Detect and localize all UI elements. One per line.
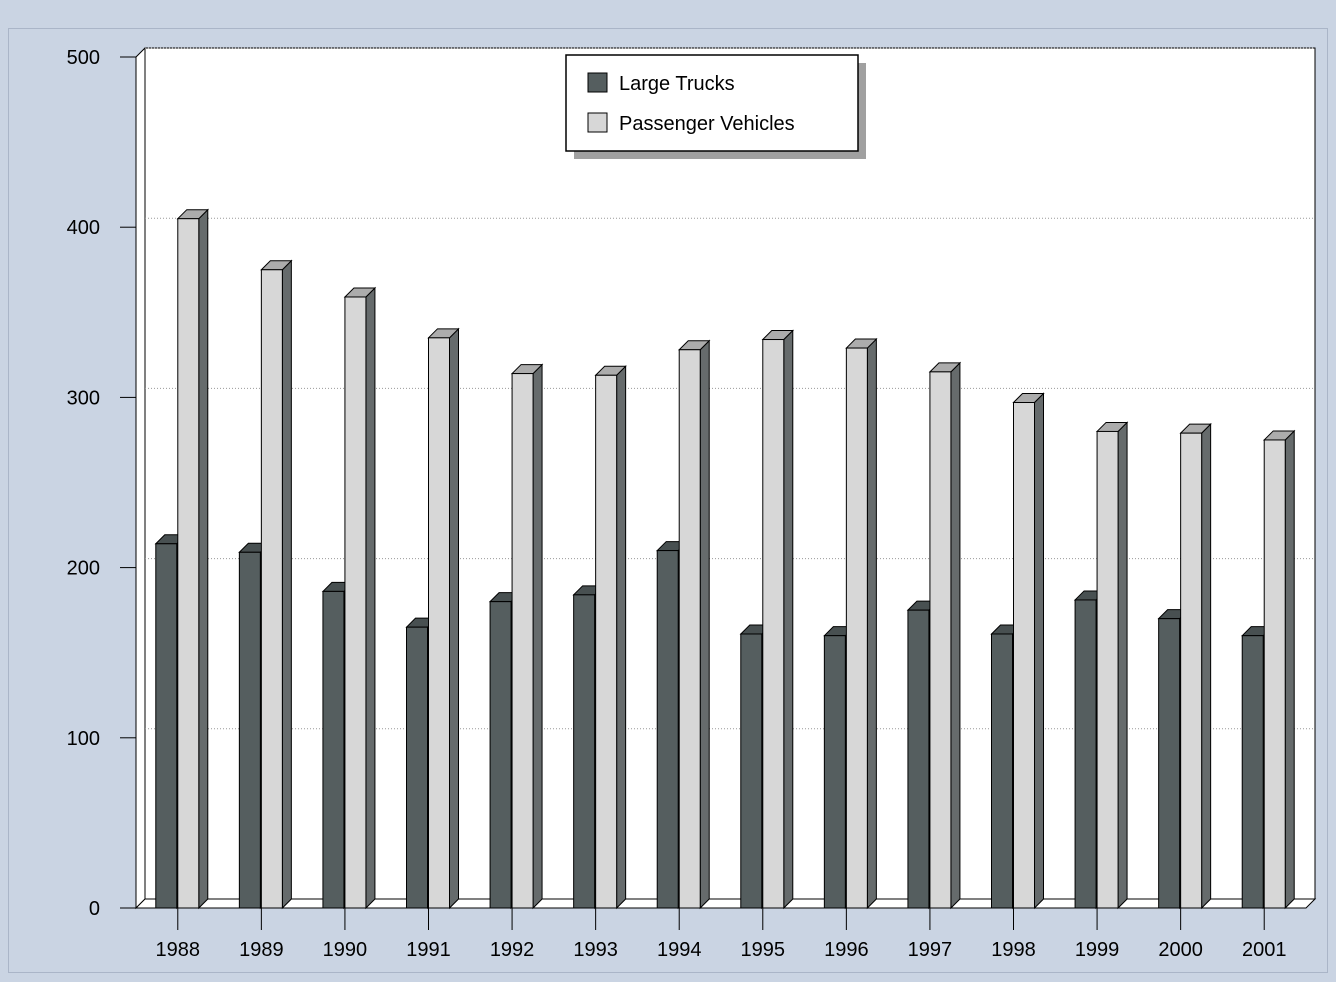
bar-front bbox=[1013, 402, 1035, 909]
bar-front bbox=[1074, 599, 1097, 909]
bar-passenger-vehicles-1999 bbox=[1095, 421, 1129, 910]
bar-front bbox=[656, 550, 679, 909]
y-tick-label: 300 bbox=[67, 387, 100, 409]
legend-label: Passenger Vehicles bbox=[619, 113, 795, 135]
x-tick-label: 2001 bbox=[1242, 939, 1287, 961]
bar-front bbox=[845, 347, 868, 909]
legend-swatch bbox=[587, 72, 608, 93]
bar-front bbox=[406, 626, 428, 909]
bar-front bbox=[260, 269, 283, 909]
bar-side bbox=[1284, 429, 1295, 910]
bar-side bbox=[866, 337, 877, 910]
bar-side bbox=[616, 365, 627, 910]
bar-front bbox=[595, 374, 618, 909]
plot-back-wall bbox=[144, 47, 1316, 900]
bar-front bbox=[1263, 439, 1286, 909]
plot-floor bbox=[134, 898, 1317, 909]
legend-box bbox=[565, 54, 859, 152]
bar-passenger-vehicles-1991 bbox=[427, 327, 460, 910]
bar-side bbox=[950, 361, 961, 910]
bar-front bbox=[322, 590, 345, 909]
bar-side bbox=[699, 339, 710, 910]
bar-passenger-vehicles-1997 bbox=[928, 361, 962, 910]
page-frame bbox=[8, 28, 1328, 973]
axes: 0 100 200 300 400 500 1988 1989 1990 1991 1992 1993… bbox=[67, 47, 1306, 961]
bar-front bbox=[1158, 618, 1181, 909]
bar-front bbox=[678, 349, 701, 909]
bar-passenger-vehicles-1994 bbox=[678, 339, 711, 910]
bar-front bbox=[929, 371, 952, 909]
x-tick-label: 1996 bbox=[824, 939, 869, 961]
legend-label: Large Trucks bbox=[619, 73, 735, 95]
bar-side bbox=[281, 259, 292, 910]
x-tick-label: 1999 bbox=[1075, 939, 1120, 961]
bar-side bbox=[198, 208, 209, 910]
bar-front bbox=[740, 633, 763, 909]
bar-front bbox=[155, 543, 178, 909]
x-tick-label: 1988 bbox=[156, 939, 201, 961]
bar-passenger-vehicles-1998 bbox=[1012, 392, 1045, 910]
bar-side bbox=[1117, 421, 1128, 910]
y-tick-label: 200 bbox=[67, 558, 100, 580]
bar-front bbox=[428, 337, 450, 909]
plot-area bbox=[134, 46, 1317, 910]
bar-passenger-vehicles-1990 bbox=[343, 286, 377, 910]
y-tick-label: 400 bbox=[67, 217, 100, 239]
bar-passenger-vehicles-1992 bbox=[510, 363, 544, 910]
bar-side bbox=[365, 286, 376, 910]
bar-front bbox=[1180, 432, 1203, 909]
bar-passenger-vehicles-1995 bbox=[761, 329, 794, 910]
bar-front bbox=[573, 594, 596, 909]
x-tick-label: 1993 bbox=[573, 939, 618, 961]
y-tick-label: 100 bbox=[67, 728, 100, 750]
bar-side bbox=[783, 329, 794, 910]
bar-passenger-vehicles-2000 bbox=[1179, 422, 1212, 910]
bar-side bbox=[532, 363, 543, 910]
x-tick-label: 1995 bbox=[741, 939, 786, 961]
bar-front bbox=[344, 296, 367, 909]
bar-passenger-vehicles-2001 bbox=[1263, 429, 1296, 910]
bar-side bbox=[449, 327, 459, 910]
x-tick-label: 1989 bbox=[239, 939, 284, 961]
bar-front bbox=[762, 339, 785, 909]
y-tick-label: 0 bbox=[89, 898, 100, 920]
x-tick-label: 1994 bbox=[657, 939, 702, 961]
bar-front bbox=[907, 609, 930, 909]
bar-front bbox=[177, 218, 200, 909]
x-tick-label: 1992 bbox=[490, 939, 535, 961]
bar-passenger-vehicles-1993 bbox=[594, 365, 627, 910]
bar-front bbox=[511, 373, 534, 909]
y-tick-label: 500 bbox=[67, 47, 100, 69]
legend: Large Trucks Passenger Vehicles bbox=[565, 54, 866, 159]
x-tick-label: 2000 bbox=[1158, 939, 1203, 961]
x-tick-label: 1990 bbox=[323, 939, 368, 961]
bar-front bbox=[991, 633, 1013, 909]
bar-front bbox=[1241, 635, 1264, 909]
x-tick-label: 1997 bbox=[908, 939, 953, 961]
bar-side bbox=[1034, 392, 1044, 910]
bar-front bbox=[823, 635, 846, 909]
x-tick-label: 1991 bbox=[406, 939, 451, 961]
bar-front bbox=[489, 601, 512, 909]
bar-front bbox=[1096, 430, 1119, 909]
legend-swatch bbox=[587, 112, 608, 133]
plot-side-wall bbox=[135, 46, 146, 910]
bar-front bbox=[238, 551, 261, 909]
bar-passenger-vehicles-1988 bbox=[176, 208, 209, 910]
bar-side bbox=[1201, 422, 1212, 910]
x-tick-label: 1998 bbox=[991, 939, 1036, 961]
bar-passenger-vehicles-1996 bbox=[845, 337, 878, 910]
bar-passenger-vehicles-1989 bbox=[260, 259, 293, 910]
